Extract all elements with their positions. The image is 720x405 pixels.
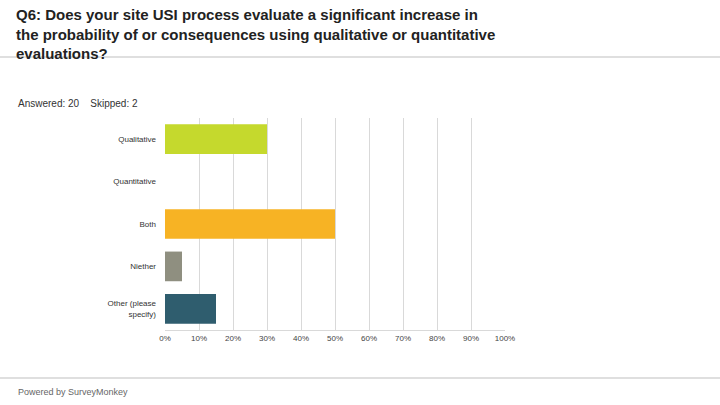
svg-text:Niether: Niether bbox=[130, 262, 156, 271]
svg-text:0%: 0% bbox=[159, 334, 171, 343]
svg-text:Powered by SurveyMonkey: Powered by SurveyMonkey bbox=[18, 387, 128, 397]
svg-text:Q6: Does your site USI process: Q6: Does your site USI process evaluate … bbox=[16, 6, 495, 62]
svg-text:40%: 40% bbox=[293, 334, 309, 343]
svg-text:20%: 20% bbox=[225, 334, 241, 343]
svg-text:80%: 80% bbox=[429, 334, 445, 343]
svg-text:Qualitative: Qualitative bbox=[118, 135, 156, 144]
svg-text:Quantitative: Quantitative bbox=[113, 177, 156, 186]
svg-text:10%: 10% bbox=[191, 334, 207, 343]
svg-text:Answered: 20 Skipped: 2: Answered: 20 Skipped: 2 bbox=[18, 98, 138, 109]
svg-text:100%: 100% bbox=[495, 334, 515, 343]
svg-text:90%: 90% bbox=[463, 334, 479, 343]
svg-text:30%: 30% bbox=[259, 334, 275, 343]
svg-text:50%: 50% bbox=[327, 334, 343, 343]
svg-text:Both: Both bbox=[140, 220, 156, 229]
svg-text:70%: 70% bbox=[395, 334, 411, 343]
svg-text:60%: 60% bbox=[361, 334, 377, 343]
svg-text:Other (pleasespecify): Other (pleasespecify) bbox=[108, 299, 157, 318]
